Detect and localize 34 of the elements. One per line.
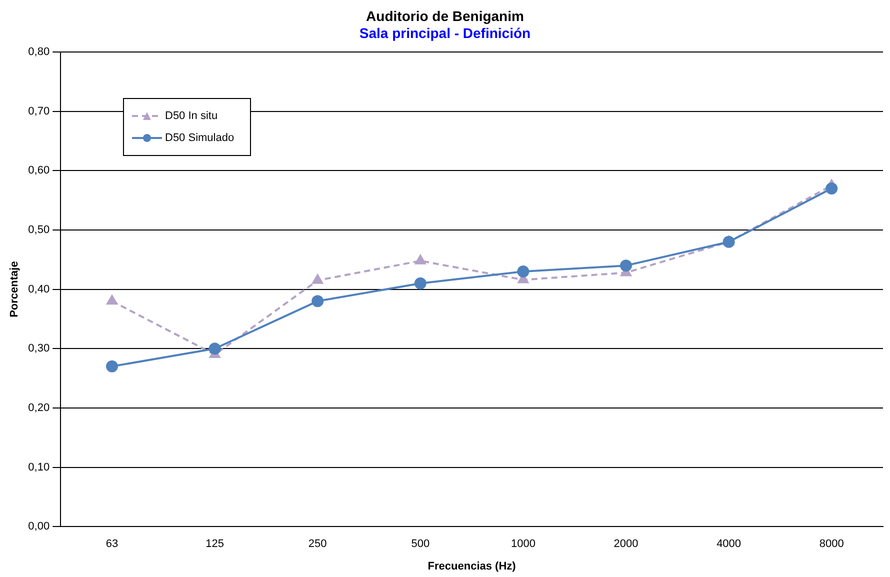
point — [620, 260, 632, 272]
y-axis-title: Porcentaje — [8, 261, 21, 318]
y-tick-label: 0,80 — [28, 46, 50, 58]
x-tick-label: 2000 — [614, 538, 638, 550]
point — [208, 342, 221, 355]
point — [517, 266, 530, 278]
y-tick-label: 0,70 — [28, 105, 50, 118]
y-tick-label: 0,40 — [28, 283, 50, 296]
legend-label: D50 In situ — [165, 110, 218, 122]
point — [415, 254, 426, 264]
y-tick-label: 0,60 — [28, 164, 50, 177]
x-tick-label: 500 — [411, 538, 430, 550]
point — [414, 277, 426, 290]
x-axis-title: Frecuencias (Hz) — [428, 560, 516, 572]
point — [106, 360, 118, 372]
chart-subtitle: Sala principal - Definición — [358, 25, 532, 42]
point — [106, 295, 118, 305]
y-tick-label: 0,10 — [28, 461, 50, 474]
legend-label: D50 Simulado — [165, 132, 234, 144]
point — [826, 182, 838, 194]
point — [312, 295, 324, 308]
point — [312, 274, 323, 284]
y-tick-label: 0,20 — [28, 402, 50, 414]
point — [722, 236, 735, 248]
x-tick-label: 1000 — [510, 538, 536, 550]
chart-title: Auditorio de Beniganim — [365, 8, 525, 25]
x-tick-label: 250 — [308, 538, 327, 550]
x-tick-label: 4000 — [716, 538, 742, 550]
y-tick-label: 0,50 — [28, 224, 50, 236]
x-tick-label: 63 — [106, 538, 118, 550]
y-tick-label: 0,30 — [28, 342, 50, 355]
x-tick-label: 125 — [206, 538, 224, 550]
y-tick-label: 0,00 — [28, 520, 50, 533]
x-tick-label: 8000 — [819, 538, 844, 550]
